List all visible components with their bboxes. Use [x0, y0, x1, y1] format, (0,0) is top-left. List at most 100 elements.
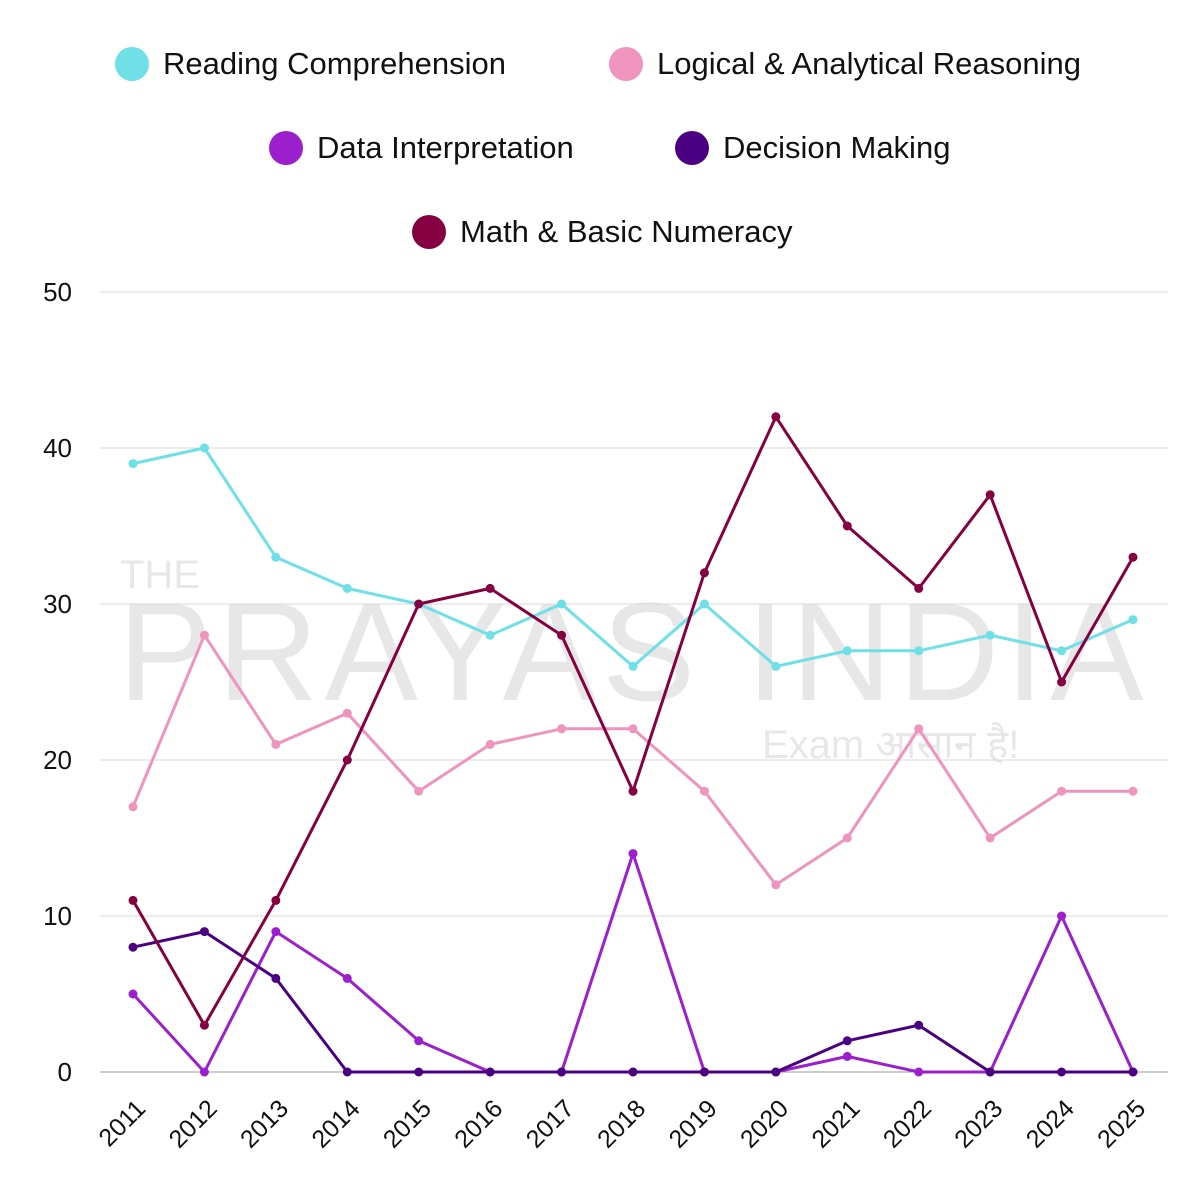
data-point[interactable]	[1057, 786, 1067, 796]
data-point[interactable]	[557, 630, 567, 640]
data-point[interactable]	[342, 973, 352, 983]
series-lines	[128, 412, 1138, 1077]
data-point[interactable]	[771, 1067, 781, 1077]
data-point[interactable]	[557, 724, 567, 734]
series-0	[128, 443, 1138, 671]
data-point[interactable]	[842, 1036, 852, 1046]
y-tick-label: 30	[43, 589, 72, 619]
x-tick-label: 2025	[1092, 1094, 1151, 1153]
legend-item[interactable]: Reading Comprehension	[115, 46, 506, 81]
data-point[interactable]	[842, 521, 852, 531]
data-point[interactable]	[128, 942, 138, 952]
data-point[interactable]	[1128, 786, 1138, 796]
data-point[interactable]	[1057, 646, 1067, 656]
legend-label: Reading Comprehension	[163, 46, 506, 81]
data-point[interactable]	[985, 1067, 995, 1077]
data-point[interactable]	[414, 599, 424, 609]
data-point[interactable]	[199, 927, 209, 937]
data-point[interactable]	[914, 583, 924, 593]
data-point[interactable]	[128, 989, 138, 999]
y-tick-label: 0	[58, 1057, 72, 1087]
data-point[interactable]	[771, 412, 781, 422]
data-point[interactable]	[271, 739, 281, 749]
legend-label: Data Interpretation	[317, 130, 574, 165]
data-point[interactable]	[699, 568, 709, 578]
data-point[interactable]	[128, 459, 138, 469]
data-point[interactable]	[985, 490, 995, 500]
legend-item[interactable]: Decision Making	[675, 130, 950, 165]
data-point[interactable]	[485, 583, 495, 593]
data-point[interactable]	[771, 661, 781, 671]
data-point[interactable]	[342, 755, 352, 765]
data-point[interactable]	[842, 833, 852, 843]
data-point[interactable]	[914, 1020, 924, 1030]
data-point[interactable]	[271, 973, 281, 983]
data-point[interactable]	[1128, 1067, 1138, 1077]
data-point[interactable]	[414, 1067, 424, 1077]
data-point[interactable]	[199, 630, 209, 640]
legend-item[interactable]: Logical & Analytical Reasoning	[609, 46, 1081, 81]
data-point[interactable]	[342, 583, 352, 593]
data-point[interactable]	[1057, 1067, 1067, 1077]
data-point[interactable]	[914, 646, 924, 656]
data-point[interactable]	[199, 1020, 209, 1030]
data-point[interactable]	[557, 599, 567, 609]
data-point[interactable]	[1057, 677, 1067, 687]
data-point[interactable]	[271, 927, 281, 937]
x-axis: 2011 2012 2013 2014 2015 2016 2017 2018 2019 2020…	[93, 1094, 1151, 1153]
data-point[interactable]	[699, 786, 709, 796]
x-tick-label: 2017	[521, 1094, 580, 1153]
data-point[interactable]	[914, 1067, 924, 1077]
data-point[interactable]	[985, 630, 995, 640]
data-point[interactable]	[342, 1067, 352, 1077]
data-point[interactable]	[842, 646, 852, 656]
data-point[interactable]	[628, 1067, 638, 1077]
data-point[interactable]	[628, 661, 638, 671]
data-point[interactable]	[914, 724, 924, 734]
x-tick-label: 2023	[949, 1094, 1008, 1153]
data-point[interactable]	[128, 802, 138, 812]
data-point[interactable]	[1057, 911, 1067, 921]
data-point[interactable]	[485, 1067, 495, 1077]
data-point[interactable]	[699, 599, 709, 609]
svg-text:THE: THE	[120, 553, 200, 597]
data-point[interactable]	[628, 786, 638, 796]
data-point[interactable]	[414, 786, 424, 796]
data-point[interactable]	[199, 1067, 209, 1077]
data-point[interactable]	[128, 895, 138, 905]
data-point[interactable]	[199, 443, 209, 453]
x-tick-label: 2024	[1021, 1094, 1080, 1153]
x-tick-label: 2012	[164, 1094, 223, 1153]
legend-marker	[269, 131, 303, 165]
legend-item[interactable]: Math & Basic Numeracy	[412, 214, 793, 249]
y-axis: 0 10 20 30 40 50	[43, 277, 72, 1087]
data-point[interactable]	[557, 1067, 567, 1077]
legend-item[interactable]: Data Interpretation	[269, 130, 574, 165]
legend: Reading Comprehension Logical & Analytica…	[115, 46, 1081, 249]
data-point[interactable]	[985, 833, 995, 843]
y-tick-label: 50	[43, 277, 72, 307]
svg-text:PRAYAS INDIA: PRAYAS INDIA	[118, 573, 1150, 730]
legend-label: Math & Basic Numeracy	[460, 214, 793, 249]
data-point[interactable]	[628, 849, 638, 859]
series-2	[128, 849, 1138, 1077]
data-point[interactable]	[699, 1067, 709, 1077]
data-point[interactable]	[842, 1051, 852, 1061]
data-point[interactable]	[271, 895, 281, 905]
x-tick-label: 2020	[735, 1094, 794, 1153]
data-point[interactable]	[1128, 552, 1138, 562]
legend-marker	[675, 131, 709, 165]
data-point[interactable]	[342, 708, 352, 718]
data-point[interactable]	[414, 1036, 424, 1046]
y-tick-label: 20	[43, 745, 72, 775]
data-point[interactable]	[271, 552, 281, 562]
y-tick-label: 10	[43, 901, 72, 931]
x-tick-label: 2014	[306, 1094, 365, 1153]
data-point[interactable]	[771, 880, 781, 890]
data-point[interactable]	[485, 739, 495, 749]
series-4	[128, 412, 1138, 1030]
data-point[interactable]	[1128, 615, 1138, 625]
data-point[interactable]	[485, 630, 495, 640]
data-point[interactable]	[628, 724, 638, 734]
